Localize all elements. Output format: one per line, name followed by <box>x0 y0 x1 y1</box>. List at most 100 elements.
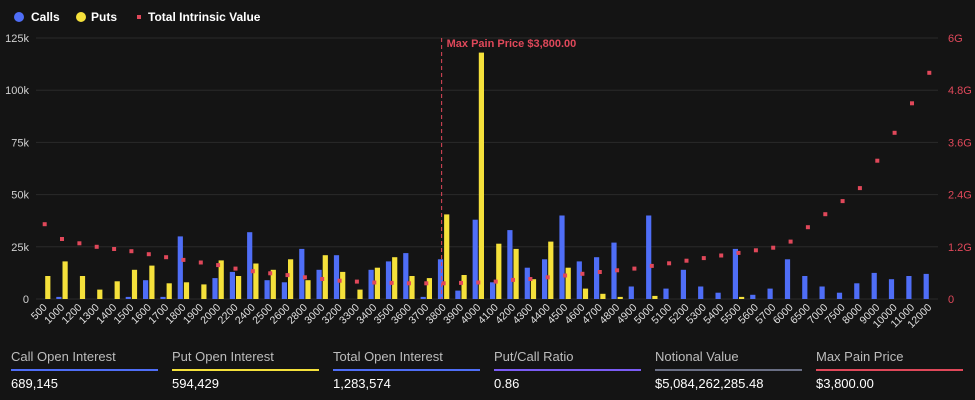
call-bar[interactable] <box>715 292 721 299</box>
put-bar[interactable] <box>374 267 380 299</box>
intrinsic-value-point[interactable] <box>320 277 325 281</box>
call-bar[interactable] <box>333 255 340 299</box>
intrinsic-value-point[interactable] <box>511 277 515 282</box>
call-bar[interactable] <box>177 236 183 299</box>
intrinsic-value-point[interactable] <box>823 212 828 217</box>
intrinsic-value-point[interactable] <box>580 271 585 276</box>
put-bar[interactable] <box>62 261 68 299</box>
call-bar[interactable] <box>802 276 808 299</box>
put-bar[interactable] <box>201 284 207 299</box>
put-bar[interactable] <box>97 289 103 299</box>
put-bar[interactable] <box>600 293 606 299</box>
legend-item-puts[interactable]: Puts <box>76 10 117 24</box>
intrinsic-value-point[interactable] <box>753 248 758 253</box>
call-bar[interactable] <box>680 269 686 299</box>
intrinsic-value-point[interactable] <box>389 280 394 285</box>
put-bar[interactable] <box>288 259 294 299</box>
put-bar[interactable] <box>548 241 554 299</box>
call-bar[interactable] <box>56 296 62 299</box>
call-bar[interactable] <box>125 296 131 299</box>
put-bar[interactable] <box>322 255 328 299</box>
call-bar[interactable] <box>628 286 634 300</box>
put-bar[interactable] <box>149 265 155 299</box>
intrinsic-value-point[interactable] <box>146 252 151 257</box>
intrinsic-value-point[interactable] <box>927 70 932 75</box>
put-bar[interactable] <box>617 296 623 299</box>
intrinsic-value-point[interactable] <box>216 263 221 268</box>
intrinsic-value-point[interactable] <box>563 273 568 278</box>
intrinsic-value-point[interactable] <box>112 247 117 251</box>
call-bar[interactable] <box>854 283 860 299</box>
intrinsic-value-point[interactable] <box>424 281 429 286</box>
put-bar[interactable] <box>582 288 589 299</box>
put-bar[interactable] <box>496 243 502 299</box>
intrinsic-value-point[interactable] <box>615 268 620 273</box>
intrinsic-value-point[interactable] <box>268 271 273 276</box>
put-bar[interactable] <box>131 269 138 299</box>
call-bar[interactable] <box>143 280 149 299</box>
intrinsic-value-point[interactable] <box>788 239 793 244</box>
intrinsic-value-point[interactable] <box>285 273 290 278</box>
intrinsic-value-point[interactable] <box>181 257 186 262</box>
legend-item-intrinsic[interactable]: Total Intrinsic Value <box>137 10 261 24</box>
call-bar[interactable] <box>437 259 444 299</box>
put-bar[interactable] <box>392 257 398 299</box>
intrinsic-value-point[interactable] <box>233 266 238 271</box>
put-bar[interactable] <box>652 295 658 299</box>
call-bar[interactable] <box>490 282 496 299</box>
call-bar[interactable] <box>906 276 912 299</box>
put-bar[interactable] <box>270 269 276 299</box>
call-bar[interactable] <box>923 273 929 299</box>
put-bar[interactable] <box>166 283 172 299</box>
put-bar[interactable] <box>340 271 346 299</box>
intrinsic-value-point[interactable] <box>892 130 897 135</box>
put-bar[interactable] <box>739 296 745 299</box>
put-bar[interactable] <box>45 276 51 299</box>
intrinsic-value-point[interactable] <box>77 241 82 246</box>
call-bar[interactable] <box>299 248 305 299</box>
call-bar[interactable] <box>455 290 461 299</box>
intrinsic-value-point[interactable] <box>545 275 550 280</box>
call-bar[interactable] <box>836 292 843 299</box>
call-bar[interactable] <box>264 280 270 299</box>
intrinsic-value-point[interactable] <box>771 245 776 250</box>
intrinsic-value-point[interactable] <box>805 225 810 230</box>
call-bar[interactable] <box>871 272 877 299</box>
put-bar[interactable] <box>357 289 363 299</box>
intrinsic-value-point[interactable] <box>42 222 47 227</box>
intrinsic-value-point[interactable] <box>459 280 463 285</box>
call-bar[interactable] <box>385 261 392 299</box>
call-bar[interactable] <box>542 259 548 299</box>
intrinsic-value-point[interactable] <box>875 158 880 163</box>
call-bar[interactable] <box>524 267 530 299</box>
intrinsic-value-point[interactable] <box>597 270 602 274</box>
call-bar[interactable] <box>698 286 704 300</box>
intrinsic-value-point[interactable] <box>441 281 446 286</box>
intrinsic-value-point[interactable] <box>649 263 654 268</box>
intrinsic-value-point[interactable] <box>736 250 741 255</box>
call-bar[interactable] <box>819 286 825 300</box>
call-bar[interactable] <box>576 261 582 299</box>
intrinsic-value-point[interactable] <box>528 277 533 281</box>
call-bar[interactable] <box>403 253 409 299</box>
intrinsic-value-point[interactable] <box>632 266 637 271</box>
intrinsic-value-point[interactable] <box>129 249 134 254</box>
intrinsic-value-point[interactable] <box>250 269 255 274</box>
call-bar[interactable] <box>229 271 235 299</box>
call-bar[interactable] <box>784 259 791 299</box>
intrinsic-value-point[interactable] <box>493 279 498 284</box>
put-bar[interactable] <box>461 275 467 299</box>
call-bar[interactable] <box>646 215 652 300</box>
put-bar[interactable] <box>444 214 450 299</box>
intrinsic-value-point[interactable] <box>684 258 689 263</box>
intrinsic-value-point[interactable] <box>302 275 307 280</box>
put-bar[interactable] <box>114 281 120 299</box>
put-bar[interactable] <box>530 279 537 299</box>
put-bar[interactable] <box>409 276 415 299</box>
intrinsic-value-point[interactable] <box>354 279 359 284</box>
call-bar[interactable] <box>767 288 773 299</box>
call-bar[interactable] <box>316 269 322 299</box>
intrinsic-value-point[interactable] <box>94 244 99 249</box>
intrinsic-value-point[interactable] <box>337 278 342 283</box>
call-bar[interactable] <box>472 219 478 299</box>
